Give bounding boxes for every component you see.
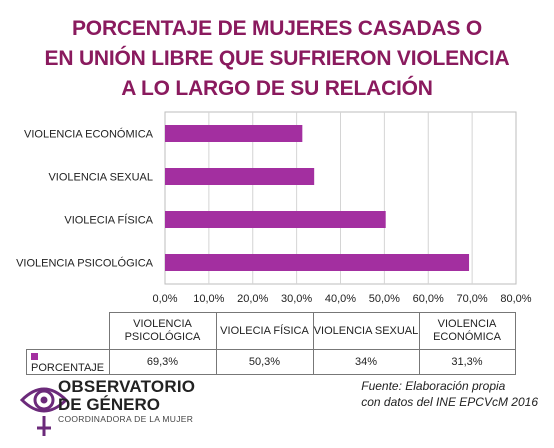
x-tick-label: 50,0% [369,293,400,305]
logo-name-line-1: OBSERVATORIO [58,377,196,396]
data-table-corner [27,313,110,350]
source-line-1: Fuente: Elaboración propia [361,379,506,393]
x-tick-label: 20,0% [237,293,268,305]
data-table-row-label: PORCENTAJE [26,349,110,375]
y-category-label: VIOLENCIA PSICOLÓGICA [16,257,154,270]
chart-title-line-3: A LO LARGO DE SU RELACIÓN [121,77,433,100]
bar [165,125,303,142]
data-table-value-row: PORCENTAJE 69,3% 50,3% 34% 31,3% [26,349,516,375]
x-tick-label: 80,0% [500,293,531,305]
header-economica-line-2: ECONÓMICA [433,331,501,343]
source-note: Fuente: Elaboración propia con datos del… [361,378,538,410]
x-tick-label: 40,0% [325,293,356,305]
chart-title: PORCENTAJE DE MUJERES CASADAS O EN UNIÓN… [0,14,554,104]
chart-title-line-2: EN UNIÓN LIBRE QUE SUFRIERON VIOLENCIA [44,47,510,70]
header-psicologica-line-1: VIOLENCIA [133,318,192,330]
data-table-value-psicologica: 69,3% [108,349,217,375]
x-tick-label: 70,0% [457,293,488,305]
source-line-2: con datos del INE EPCVcM 2016 [361,395,538,409]
header-sexual-line-1: VIOLENCIA SEXUAL [313,324,419,337]
bar-chart: 0,0% 10,0% 20,0% 30,0% 40,0% 50,0% 60,0% 70,0% 8… [16,111,532,305]
data-table-value-economica: 31,3% [418,349,516,375]
y-category-label: VIOLENCIA ECONÓMICA [24,128,154,141]
bar [165,211,386,228]
data-table-value-fisica: 50,3% [215,349,314,375]
chart-data-table: VIOLENCIA PSICOLÓGICA VIOLECIA FÍSICA VI… [26,312,516,375]
x-tick-label: 60,0% [413,293,444,305]
header-economica-line-1: VIOLENCIA [437,318,497,330]
data-table-row-label-text: PORCENTAJE [31,362,105,374]
legend-swatch [31,352,38,360]
y-category-label: VIOLECIA FÍSICA [64,214,153,227]
y-category-label: VIOLENCIA SEXUAL [48,172,153,184]
data-table-header-economica: VIOLENCIA ECONÓMICA [418,312,516,350]
bar [165,254,470,271]
x-tick-label: 10,0% [193,293,224,305]
data-table-header-sexual: VIOLENCIA SEXUAL [312,312,420,350]
header-psicologica-line-2: PSICOLÓGICA [124,331,201,343]
x-tick-label: 0,0% [152,293,177,305]
x-tick-label: 30,0% [281,293,312,305]
bar [165,168,315,185]
data-table-header-fisica: VIOLECIA FÍSICA [215,312,314,350]
data-table-value-sexual: 34% [312,349,420,375]
logo-subtitle: COORDINADORA DE LA MUJER [58,414,194,424]
header-fisica-line-1: VIOLECIA FÍSICA [220,324,309,337]
chart-title-line-1: PORCENTAJE DE MUJERES CASADAS O [72,17,482,40]
logo-name-line-2: DE GÉNERO [58,395,161,414]
observatorio-logo-icon [20,387,69,436]
data-table-header-psicologica: VIOLENCIA PSICOLÓGICA [108,312,217,350]
data-table-header-row: VIOLENCIA PSICOLÓGICA VIOLECIA FÍSICA VI… [27,312,516,350]
